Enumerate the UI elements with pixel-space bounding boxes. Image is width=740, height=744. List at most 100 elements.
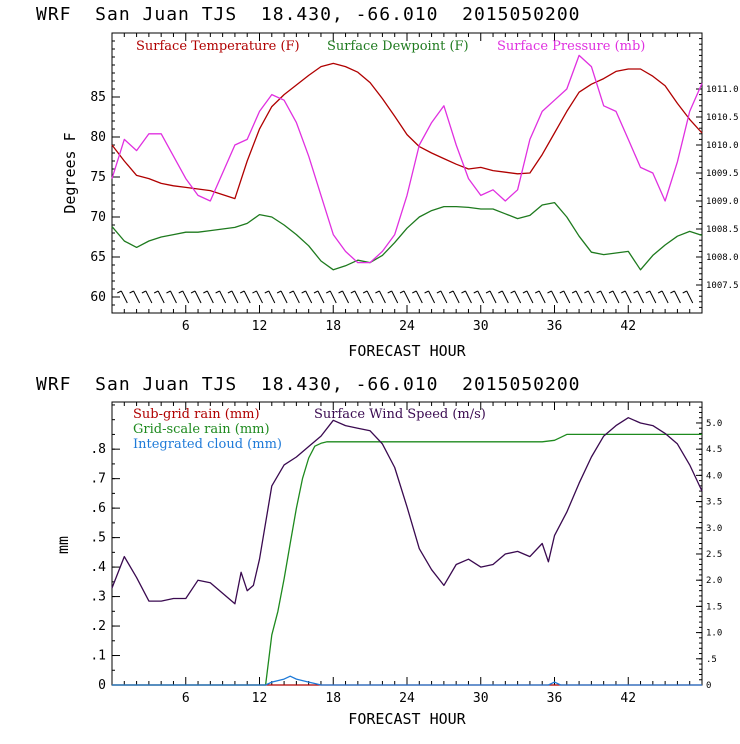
- wind-barb: [256, 290, 263, 304]
- y-tick-label: 85: [90, 90, 106, 105]
- y-tick-label: 0: [98, 678, 106, 693]
- wind-barb: [354, 290, 362, 304]
- wind-barb-flag: [534, 290, 540, 294]
- bottom-axis-ticks: 6 12 18 24 30 36 42 0 .1 .2 .3 .4 .5 .6 .7 .8 0 .5 1.0 1.5 2…: [90, 401, 722, 706]
- bottom-series-group: [111, 417, 703, 686]
- x-tick-label: 12: [252, 691, 268, 706]
- wind-barb-flag: [633, 290, 638, 294]
- wind-barb-flag: [203, 290, 208, 294]
- wind-barb-flag: [190, 290, 196, 294]
- y2-tick-label: 1.0: [706, 629, 722, 639]
- x-tick-label: 24: [399, 691, 415, 706]
- y-tick-label: .3: [90, 590, 106, 605]
- wind-barb-flag: [313, 290, 319, 294]
- wind-barb-flag: [448, 290, 454, 294]
- y2-tick-label: .5: [706, 655, 717, 665]
- x-tick-label: 36: [547, 691, 563, 706]
- wind-barb: [268, 290, 276, 304]
- wind-barb: [686, 290, 694, 304]
- y2-tick-label: 0: [706, 681, 711, 691]
- wind-barb: [280, 290, 288, 304]
- wind-barb-flag: [129, 290, 134, 294]
- wind-barb: [624, 290, 632, 304]
- x-tick-label: 6: [182, 691, 190, 706]
- y2-tick-label: 1008.0: [706, 253, 739, 263]
- x-tick-label: 24: [399, 319, 415, 334]
- y2-tick-label: 1010.0: [706, 141, 739, 151]
- wind-barb-flag: [596, 290, 601, 294]
- y2-tick-label: 2.0: [706, 576, 722, 586]
- wind-barb: [514, 290, 522, 304]
- y-tick-label: 65: [90, 250, 106, 265]
- wind-barb: [366, 290, 374, 304]
- wind-barb: [440, 290, 448, 304]
- wind-barb: [415, 290, 423, 304]
- wind-barb-flag: [215, 290, 220, 294]
- wind-barb-flag: [608, 290, 614, 294]
- y-tick-label: .7: [90, 472, 106, 487]
- x-tick-label: 18: [325, 691, 341, 706]
- wind-barb: [403, 290, 411, 304]
- x-tick-label: 30: [473, 319, 489, 334]
- surface-temperature-line: [111, 62, 703, 200]
- wind-barb-flag: [412, 290, 417, 294]
- y-tick-label: 70: [90, 210, 106, 225]
- wind-barb-flag: [239, 290, 245, 294]
- wind-barb: [305, 290, 313, 304]
- wind-barb: [637, 290, 644, 304]
- legend-integrated-cloud: Integrated cloud (mm): [133, 437, 282, 452]
- y2-tick-label: 1007.5: [706, 281, 739, 291]
- wind-barb: [428, 290, 436, 304]
- y2-tick-label: 1009.5: [706, 169, 739, 179]
- x-tick-label: 18: [325, 319, 341, 334]
- y2-tick-label: 3.0: [706, 524, 722, 534]
- top-chart-title: WRF San Juan TJS 18.430, -66.010 2015050…: [36, 4, 581, 25]
- wind-barb: [329, 290, 337, 304]
- legend-surface-wind-speed: Surface Wind Speed (m/s): [314, 407, 486, 422]
- top-x-axis-title: FORECAST HOUR: [348, 342, 466, 360]
- legend-surface-pressure: Surface Pressure (mb): [497, 39, 645, 54]
- wind-barb-flag: [141, 290, 147, 294]
- wind-barb-flag: [559, 290, 565, 294]
- wind-barb: [219, 290, 227, 304]
- wind-barb-flag: [117, 290, 122, 294]
- wind-barb: [661, 290, 669, 304]
- legend-surface-temperature: Surface Temperature (F): [136, 39, 300, 54]
- surface-pressure-line: [111, 54, 703, 264]
- wind-barb-flag: [178, 290, 183, 294]
- wind-barb-flag: [424, 290, 429, 294]
- wind-barb: [231, 290, 239, 304]
- wind-barb-flag: [227, 290, 233, 294]
- wind-barb: [145, 290, 153, 304]
- y-tick-label: .5: [90, 531, 106, 546]
- wind-barb: [342, 290, 349, 304]
- wind-barb-flag: [387, 290, 392, 294]
- wind-barb-flag: [510, 290, 515, 294]
- wind-barb: [182, 290, 190, 304]
- wind-barb-flag: [399, 290, 405, 294]
- wind-barb: [649, 290, 657, 304]
- y-tick-label: .8: [90, 442, 106, 457]
- wind-barb: [501, 290, 509, 304]
- x-tick-label: 12: [252, 319, 268, 334]
- wind-barb-flag: [276, 290, 282, 294]
- wind-barb: [477, 290, 485, 304]
- top-y-axis-title: Degrees F: [61, 132, 79, 213]
- wind-barb-flag: [657, 290, 663, 294]
- y2-tick-label: 5.0: [706, 419, 722, 429]
- wind-barb: [157, 290, 165, 304]
- wind-barb-flag: [350, 290, 356, 294]
- wind-barb: [120, 290, 128, 304]
- wind-barb-flag: [264, 290, 270, 294]
- y-tick-label: .6: [90, 501, 106, 516]
- y-tick-label: 60: [90, 290, 106, 305]
- top-chart-panel: 6 12 18 24 30 36 42 60 65 70 75 80 85 1007.5 1008.0 100…: [61, 32, 739, 360]
- wind-barb-flag: [584, 290, 589, 294]
- y-tick-label: .2: [90, 619, 106, 634]
- top-series-group: [111, 54, 703, 271]
- y2-tick-label: 1011.0: [706, 85, 739, 95]
- wind-barb: [170, 290, 177, 304]
- wind-barb-flag: [571, 290, 577, 294]
